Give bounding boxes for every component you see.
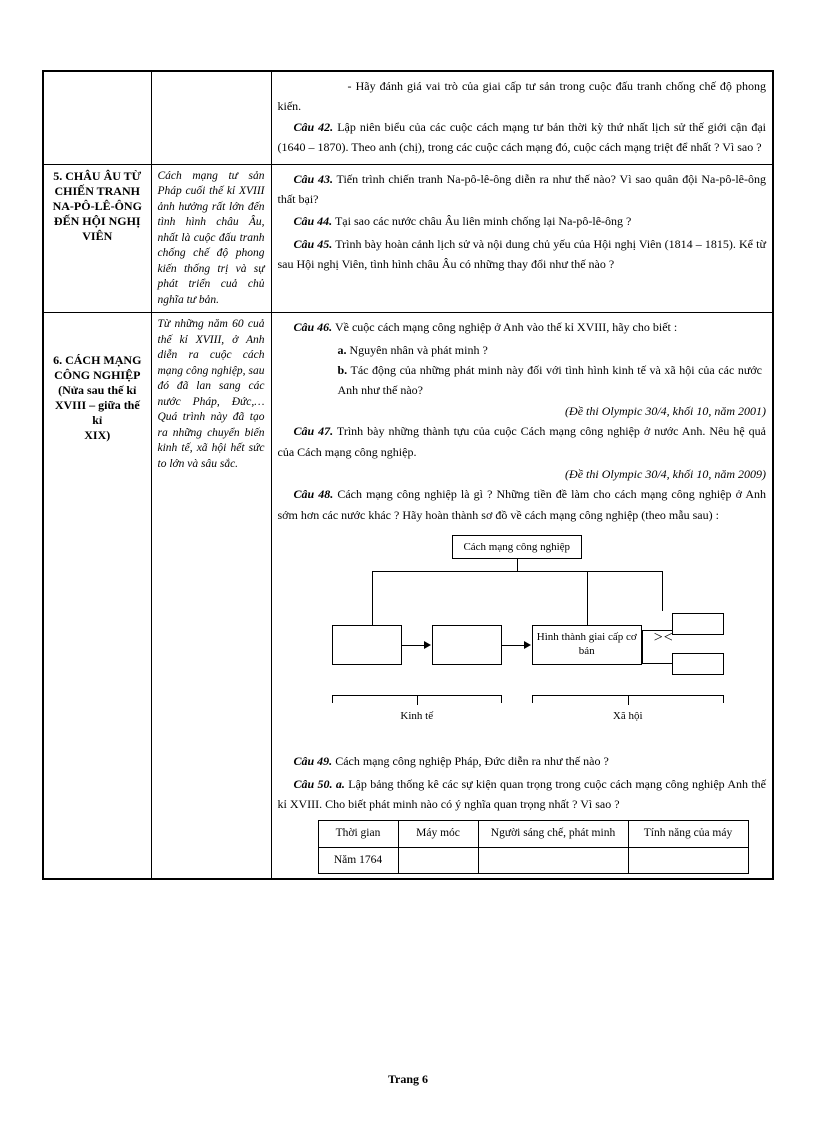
cau-46-b: b. Tác động của những phát minh này đối … bbox=[278, 360, 767, 401]
diagram-top-box: Cách mạng công nghiệp bbox=[452, 535, 582, 559]
small-table: Thời gian Máy móc Người sáng chế, phát m… bbox=[318, 820, 749, 874]
cau-46-b-text: Tác động của những phát minh này đối với… bbox=[338, 363, 763, 397]
cau-43-text: Tiến trình chiến tranh Na-pô-lê-ông diễn… bbox=[278, 172, 766, 206]
cau-42-label: Câu 42. bbox=[294, 120, 334, 134]
cau-47-cite: (Đề thi Olympic 30/4, khối 10, năm 2009) bbox=[278, 464, 767, 484]
sec5-title-2: CHIẾN TRANH bbox=[50, 184, 145, 199]
cau-46-cite: (Đề thi Olympic 30/4, khối 10, năm 2001) bbox=[278, 401, 767, 421]
cau-46-a: a. Nguyên nhân và phát minh ? bbox=[278, 340, 767, 360]
cau-50-label: Câu 50. a. bbox=[294, 777, 345, 791]
diagram-flowchart: Cách mạng công nghiệp Hình thành giai cấ… bbox=[312, 535, 732, 745]
th-time: Thời gian bbox=[318, 821, 398, 848]
cau-44-text: Tại sao các nước châu Âu liên minh chống… bbox=[332, 214, 631, 228]
th-machine: Máy móc bbox=[398, 821, 478, 848]
cau-49-text: Cách mạng công nghiệp Pháp, Đức diễn ra … bbox=[332, 754, 609, 768]
sec5-title-1: 5. CHÂU ÂU TỪ bbox=[50, 169, 145, 184]
page-number: Trang 6 bbox=[0, 1072, 816, 1087]
cau-46-label: Câu 46. bbox=[294, 320, 333, 334]
sec6-title-3: (Nửa sau thế kỉ bbox=[50, 383, 145, 398]
sec5-title-3: NA-PÔ-LÊ-ÔNG bbox=[50, 199, 145, 214]
cau-46: Câu 46. Về cuộc cách mạng công nghiệp ở … bbox=[278, 317, 767, 337]
sec5-title-4: ĐẾN HỘI NGHỊ bbox=[50, 214, 145, 229]
row-continuation: - Hãy đánh giá vai trò của giai cấp tư s… bbox=[43, 71, 773, 164]
td-r1c3 bbox=[478, 847, 628, 874]
cau-48-text: Cách mạng công nghiệp là gì ? Những tiền… bbox=[278, 487, 767, 521]
td-r1c1: Năm 1764 bbox=[318, 847, 398, 874]
cau-45-label: Câu 45. bbox=[294, 237, 333, 251]
th-inventor: Người sáng chế, phát minh bbox=[478, 821, 628, 848]
sec5-desc: Cách mạng tư sản Pháp cuối thế kỉ XVIII … bbox=[151, 164, 271, 313]
cau-48-label: Câu 48. bbox=[294, 487, 334, 501]
sec6-title-2: CÔNG NGHIỆP bbox=[50, 368, 145, 383]
cau-46-a-text: Nguyên nhân và phát minh ? bbox=[347, 343, 488, 357]
sec6-desc: Từ những năm 60 cuả thế kỉ XVIII, ở Anh … bbox=[151, 313, 271, 880]
cau-46-a-label: a. bbox=[338, 343, 347, 357]
sec5-title-5: VIÊN bbox=[50, 229, 145, 244]
cau-50-text: Lập bảng thống kê các sự kiện quan trọng… bbox=[278, 777, 767, 811]
cau-49: Câu 49. Cách mạng công nghiệp Pháp, Đức … bbox=[278, 751, 767, 771]
cau-45-text: Trình bày hoàn cảnh lịch sử và nội dung … bbox=[278, 237, 766, 271]
th-feature: Tính năng của máy bbox=[628, 821, 748, 848]
label-xh: Xã hội bbox=[598, 707, 658, 726]
bullet-line: - Hãy đánh giá vai trò của giai cấp tư s… bbox=[278, 76, 767, 117]
cau-47-label: Câu 47. bbox=[294, 424, 334, 438]
cau-42-text: Lập niên biểu của các cuộc cách mạng tư … bbox=[278, 120, 767, 154]
row-section-6: 6. CÁCH MẠNG CÔNG NGHIỆP (Nửa sau thế kỉ… bbox=[43, 313, 773, 880]
cau-48: Câu 48. Cách mạng công nghiệp là gì ? Nh… bbox=[278, 484, 767, 525]
diagram-box-2 bbox=[432, 625, 502, 665]
cau-44: Câu 44. Tại sao các nước châu Âu liên mi… bbox=[278, 211, 767, 231]
cau-49-label: Câu 49. bbox=[294, 754, 333, 768]
row-section-5: 5. CHÂU ÂU TỪ CHIẾN TRANH NA-PÔ-LÊ-ÔNG Đ… bbox=[43, 164, 773, 313]
diagram-x-left: > bbox=[654, 633, 663, 643]
diagram-box-3: Hình thành giai cấp cơ bản bbox=[532, 625, 642, 665]
cau-43-label: Câu 43. bbox=[294, 172, 333, 186]
cau-46-b-label: b. bbox=[338, 363, 348, 377]
sec6-title-1: 6. CÁCH MẠNG bbox=[50, 353, 145, 368]
cau-47-text: Trình bày những thành tựu của cuộc Cách … bbox=[278, 424, 767, 458]
cau-45: Câu 45. Trình bày hoàn cảnh lịch sử và n… bbox=[278, 234, 767, 275]
diagram-x-right: < bbox=[664, 633, 673, 643]
cau-44-label: Câu 44. bbox=[294, 214, 333, 228]
sec6-title-5: XIX) bbox=[50, 428, 145, 443]
cau-46-text: Về cuộc cách mạng công nghiệp ở Anh vào … bbox=[332, 320, 677, 334]
diagram-box-1 bbox=[332, 625, 402, 665]
cau-42: Câu 42. Lập niên biểu của các cuộc cách … bbox=[278, 117, 767, 158]
label-kt: Kinh tế bbox=[382, 707, 452, 726]
main-table: - Hãy đánh giá vai trò của giai cấp tư s… bbox=[42, 70, 774, 880]
cau-50: Câu 50. a. Lập bảng thống kê các sự kiện… bbox=[278, 774, 767, 815]
cau-43: Câu 43. Tiến trình chiến tranh Na-pô-lê-… bbox=[278, 169, 767, 210]
sec6-title-4: XVIII – giữa thế kỉ bbox=[50, 398, 145, 428]
cau-47: Câu 47. Trình bày những thành tựu của cu… bbox=[278, 421, 767, 462]
diagram-box-4a bbox=[672, 613, 724, 635]
diagram-box-4b bbox=[672, 653, 724, 675]
td-r1c4 bbox=[628, 847, 748, 874]
td-r1c2 bbox=[398, 847, 478, 874]
